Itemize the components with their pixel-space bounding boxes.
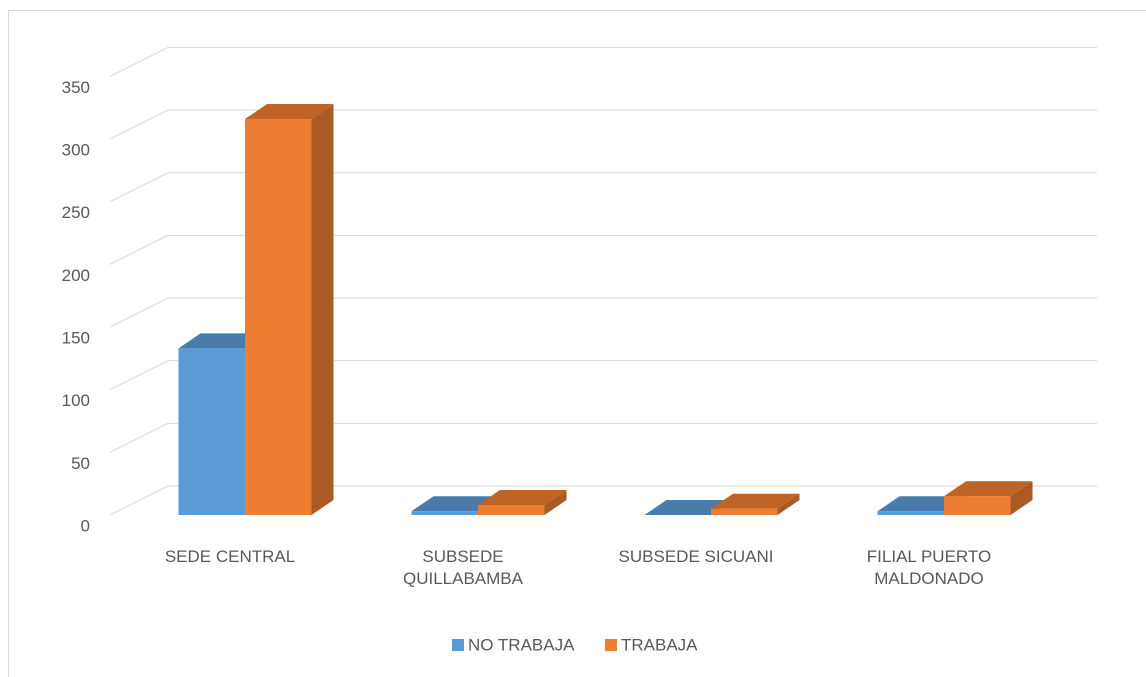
legend-swatch	[605, 639, 617, 651]
bar-top	[644, 500, 733, 515]
bar-side	[311, 104, 334, 515]
bar-front	[245, 119, 312, 515]
x-tick-label: FILIAL PUERTO MALDONADO	[866, 547, 992, 588]
legend-label: NO TRABAJA	[468, 635, 575, 654]
bar-front	[944, 496, 1011, 515]
grid-line-side	[109, 172, 169, 203]
bar-top	[245, 104, 334, 120]
y-tick-label: 100	[62, 391, 90, 410]
bar-top	[877, 496, 966, 512]
bar	[711, 493, 800, 515]
bar-top	[711, 493, 800, 509]
bar-front	[478, 504, 545, 515]
grid-line-side	[109, 422, 169, 453]
bar	[245, 104, 334, 515]
grid-line-side	[109, 46, 169, 77]
x-tick-label: SEDE CENTRAL	[164, 547, 296, 566]
x-tick-label: SUBSEDE SICUANI	[618, 547, 774, 566]
bar-top	[944, 481, 1033, 497]
bar-front	[711, 508, 778, 515]
bar-side	[777, 493, 800, 515]
bar-top	[478, 489, 567, 505]
bar-top	[411, 496, 500, 512]
bar-front	[877, 511, 944, 515]
y-tick-label: 350	[62, 78, 90, 97]
bar	[478, 489, 567, 515]
y-tick-label: 150	[62, 329, 90, 348]
bar-front	[411, 511, 478, 515]
grid-line-side	[109, 109, 169, 140]
bar	[944, 481, 1033, 515]
bar-top	[178, 333, 267, 349]
y-tick-label: 200	[62, 266, 90, 285]
bar-front	[178, 348, 245, 515]
bar-side	[544, 489, 567, 515]
legend-label: TRABAJA	[621, 635, 698, 654]
grid-line-side	[109, 485, 169, 516]
grid-line-side	[109, 360, 169, 391]
bar	[644, 500, 733, 515]
chart-border	[8, 10, 1146, 677]
grid-line-side	[109, 234, 169, 265]
legend-swatch	[452, 639, 464, 651]
y-tick-label: 300	[62, 141, 90, 160]
y-tick-label: 50	[71, 454, 90, 473]
y-tick-label: 0	[81, 516, 90, 535]
grid-line-side	[109, 297, 169, 328]
x-tick-label: SUBSEDE QUILLABAMBA	[403, 547, 523, 588]
y-tick-label: 250	[62, 203, 90, 222]
bar-side	[1010, 481, 1033, 515]
